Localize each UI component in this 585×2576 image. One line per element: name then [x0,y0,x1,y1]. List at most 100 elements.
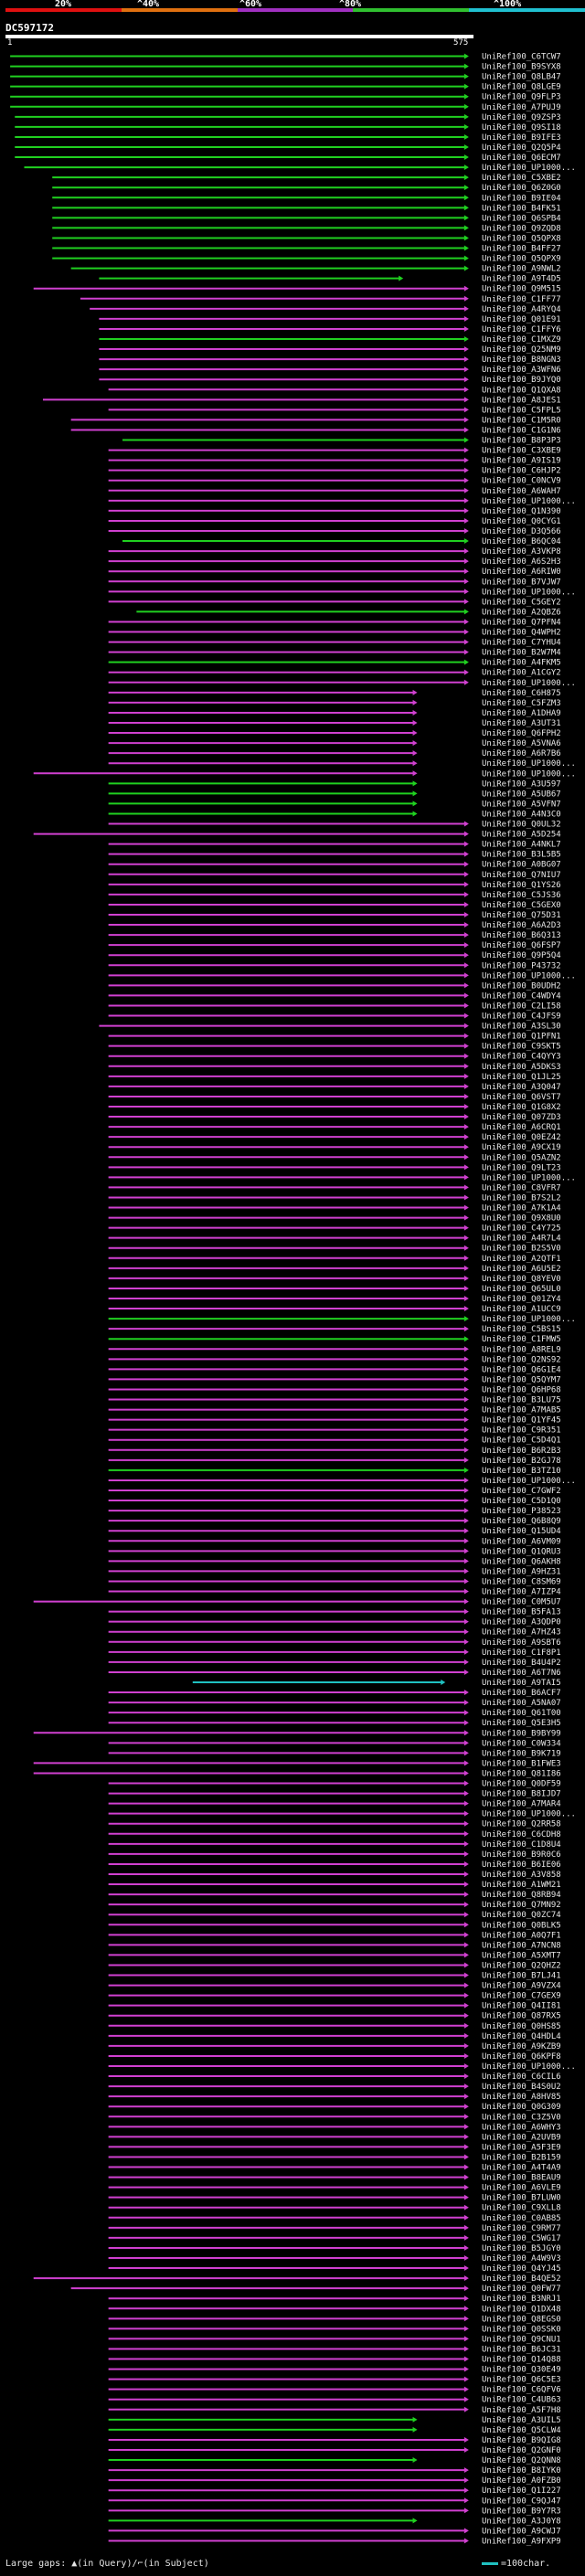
hit-label[interactable]: UniRef100_A9CWJ7 [482,2527,561,2536]
hit-label[interactable]: UniRef100_A7PUJ9 [482,103,561,112]
hit-label[interactable]: UniRef100_A7NCN8 [482,1941,561,1950]
hit-label[interactable]: UniRef100_B9IFE3 [482,133,561,143]
hit-label[interactable]: UniRef100_Q9X8U0 [482,1214,561,1224]
hit-label[interactable]: UniRef100_Q9ZQD8 [482,224,561,233]
hit-label[interactable]: UniRef100_C2LI58 [482,1002,561,1011]
hit-label[interactable]: UniRef100_A4T4A9 [482,2164,561,2173]
hit-label[interactable]: UniRef100_Q5CLW4 [482,2426,561,2435]
hit-label[interactable]: UniRef100_Q6FSP7 [482,941,561,950]
hit-label[interactable]: UniRef100_B4QE52 [482,2274,561,2284]
hit-label[interactable]: UniRef100_C5GEX0 [482,901,561,910]
hit-label[interactable]: UniRef100_B9SYX8 [482,63,561,72]
hit-label[interactable]: UniRef100_C9XLL8 [482,2204,561,2213]
hit-label[interactable]: UniRef100_Q4YJ45 [482,2264,561,2274]
hit-label[interactable]: UniRef100_A9VZX4 [482,1982,561,1991]
hit-label[interactable]: UniRef100_A4NKL7 [482,841,561,850]
hit-label[interactable]: UniRef100_C9R351 [482,1426,561,1436]
hit-label[interactable]: UniRef100_B2B159 [482,2153,561,2162]
hit-label[interactable]: UniRef100_C8VFR7 [482,1183,561,1193]
hit-label[interactable]: UniRef100_A9KZB9 [482,2042,561,2051]
hit-label[interactable]: UniRef100_Q0CYG1 [482,517,561,526]
hit-label[interactable]: UniRef100_UP1000... [482,679,576,688]
hit-label[interactable]: UniRef100_UP1000... [482,497,576,506]
hit-label[interactable]: UniRef100_A5UB67 [482,790,561,799]
hit-label[interactable]: UniRef100_Q81I86 [482,1769,561,1778]
hit-label[interactable]: UniRef100_B8NGN3 [482,355,561,365]
hit-label[interactable]: UniRef100_B8IYK0 [482,2466,561,2475]
hit-label[interactable]: UniRef100_A0FZB0 [482,2476,561,2486]
hit-label[interactable]: UniRef100_A7MAB5 [482,1406,561,1415]
hit-label[interactable]: UniRef100_A0Q7F1 [482,1931,561,1940]
hit-label[interactable]: UniRef100_A3V858 [482,1871,561,1880]
hit-label[interactable]: UniRef100_B4S0U2 [482,2083,561,2092]
hit-label[interactable]: UniRef100_A2UVB9 [482,2133,561,2142]
hit-label[interactable]: UniRef100_Q9P5Q4 [482,951,561,960]
hit-label[interactable]: UniRef100_A6RIW0 [482,567,561,577]
hit-label[interactable]: UniRef100_A7MAR4 [482,1800,561,1809]
hit-label[interactable]: UniRef100_A4FKM5 [482,659,561,668]
hit-label[interactable]: UniRef100_B8IJD7 [482,1790,561,1799]
hit-label[interactable]: UniRef100_B9BY99 [482,1729,561,1738]
hit-label[interactable]: UniRef100_B9IE04 [482,194,561,203]
hit-label[interactable]: UniRef100_UP1000... [482,588,576,597]
hit-label[interactable]: UniRef100_C1D8U4 [482,1840,561,1850]
hit-label[interactable]: UniRef100_B6ACF7 [482,1689,561,1698]
hit-label[interactable]: UniRef100_B6R2B3 [482,1447,561,1456]
hit-label[interactable]: UniRef100_A5D254 [482,831,561,840]
hit-label[interactable]: UniRef100_A6R7B6 [482,749,561,758]
hit-label[interactable]: UniRef100_A4RYQ4 [482,305,561,314]
hit-label[interactable]: UniRef100_A3SL30 [482,1023,561,1032]
hit-label[interactable]: UniRef100_C7GWF2 [482,1487,561,1496]
hit-label[interactable]: UniRef100_A6U5E2 [482,1265,561,1274]
hit-label[interactable]: UniRef100_Q87RX5 [482,2012,561,2021]
hit-label[interactable]: UniRef100_A9IS19 [482,457,561,466]
hit-label[interactable]: UniRef100_Q2NS92 [482,1355,561,1364]
hit-label[interactable]: UniRef100_C9QJ47 [482,2496,561,2506]
hit-label[interactable]: UniRef100_C5FPL5 [482,406,561,415]
hit-label[interactable]: UniRef100_A4N3C0 [482,810,561,819]
hit-label[interactable]: UniRef100_B6Q313 [482,931,561,940]
hit-label[interactable]: UniRef100_Q6ECM7 [482,154,561,163]
hit-label[interactable]: UniRef100_Q01E91 [482,315,561,324]
hit-label[interactable]: UniRef100_B4FF27 [482,245,561,254]
hit-label[interactable]: UniRef100_C3Z5V0 [482,2113,561,2122]
hit-label[interactable]: UniRef100_B3TZ10 [482,1467,561,1476]
hit-label[interactable]: UniRef100_UP1000... [482,2062,576,2072]
hit-label[interactable]: UniRef100_Q4II81 [482,2002,561,2011]
hit-label[interactable]: UniRef100_C4WDY4 [482,991,561,1001]
hit-label[interactable]: UniRef100_C6HJP2 [482,467,561,476]
hit-label[interactable]: UniRef100_Q9CNU1 [482,2335,561,2344]
hit-label[interactable]: UniRef100_A1DHA9 [482,709,561,718]
hit-label[interactable]: UniRef100_B9K719 [482,1749,561,1758]
hit-label[interactable]: UniRef100_C5JS36 [482,891,561,900]
hit-label[interactable]: UniRef100_Q0UL32 [482,821,561,830]
hit-label[interactable]: UniRef100_A6WHY3 [482,2123,561,2132]
hit-label[interactable]: UniRef100_C4JFS9 [482,1012,561,1022]
hit-label[interactable]: UniRef100_P43732 [482,961,561,970]
hit-label[interactable]: UniRef100_Q5QPX8 [482,234,561,243]
hit-label[interactable]: UniRef100_Q9ZSP3 [482,113,561,122]
hit-label[interactable]: UniRef100_B6IE06 [482,1860,561,1870]
hit-label[interactable]: UniRef100_B9Y7R3 [482,2507,561,2516]
hit-label[interactable]: UniRef100_Q8LGE9 [482,83,561,92]
hit-label[interactable]: UniRef100_UP1000... [482,1173,576,1182]
hit-label[interactable]: UniRef100_Q2QHZ2 [482,1961,561,1970]
hit-label[interactable]: UniRef100_A3WFN6 [482,366,561,375]
hit-label[interactable]: UniRef100_Q6HP68 [482,1385,561,1394]
hit-label[interactable]: UniRef100_C3XBE9 [482,447,561,456]
hit-label[interactable]: UniRef100_A5NA07 [482,1699,561,1708]
hit-label[interactable]: UniRef100_Q5AZN2 [482,1153,561,1162]
hit-label[interactable]: UniRef100_A1UCC9 [482,1305,561,1314]
hit-label[interactable]: UniRef100_A7HZ43 [482,1628,561,1638]
hit-label[interactable]: UniRef100_A1WM21 [482,1881,561,1890]
hit-label[interactable]: UniRef100_A3VKP8 [482,547,561,557]
hit-label[interactable]: UniRef100_Q6VST7 [482,1093,561,1102]
hit-label[interactable]: UniRef100_Q5QPX9 [482,255,561,264]
hit-label[interactable]: UniRef100_B7LJ41 [482,1972,561,1981]
hit-label[interactable]: UniRef100_B2S5V0 [482,1245,561,1254]
hit-label[interactable]: UniRef100_Q14Q88 [482,2356,561,2365]
hit-label[interactable]: UniRef100_Q1QXA8 [482,386,561,395]
hit-label[interactable]: UniRef100_Q4HDL4 [482,2032,561,2041]
hit-label[interactable]: UniRef100_D3Q566 [482,527,561,536]
hit-label[interactable]: UniRef100_B5JGY0 [482,2244,561,2253]
